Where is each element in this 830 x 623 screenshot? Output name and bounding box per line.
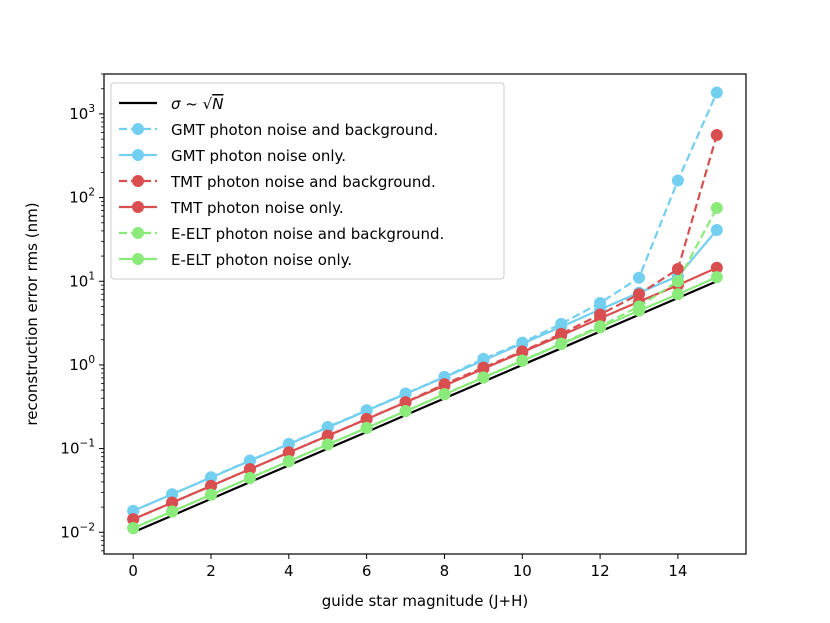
data-point	[282, 455, 295, 468]
data-point	[166, 488, 179, 501]
data-point	[360, 404, 373, 417]
legend-frame	[110, 82, 505, 280]
data-point	[555, 338, 568, 351]
data-point	[243, 454, 256, 467]
plot-frame	[103, 73, 747, 555]
series-6	[127, 271, 723, 535]
data-point	[710, 86, 723, 99]
data-point	[127, 504, 140, 517]
series-line	[132, 280, 718, 534]
x-tick-label: 2	[206, 562, 216, 580]
data-point	[321, 438, 334, 451]
legend-label: E-ELT photon noise only.	[171, 251, 352, 269]
legend-marker	[132, 123, 144, 135]
data-point	[399, 396, 412, 409]
legend-marker	[132, 227, 144, 239]
legend-entry-1: GMT photon noise and background.	[119, 121, 438, 139]
data-point	[166, 496, 179, 509]
data-point	[399, 405, 412, 418]
data-point	[360, 421, 373, 434]
x-tick-label: 10	[513, 562, 532, 580]
legend-label: TMT photon noise and background.	[170, 173, 436, 191]
y-tick-label: 10−2	[60, 521, 95, 541]
data-point	[205, 488, 217, 501]
series-0	[132, 280, 718, 534]
legend-entry-0: σ ~ √N	[119, 95, 223, 113]
data-point	[710, 128, 723, 141]
legend: σ ~ √N GMT photon noise and background. GM…	[110, 82, 505, 280]
legend-marker	[132, 149, 144, 161]
y-axis-label: reconstruction error rms (nm)	[23, 202, 41, 425]
y-tick-label: 102	[69, 187, 95, 207]
data-point	[710, 223, 723, 236]
x-tick-label: 6	[362, 562, 372, 580]
data-point	[710, 202, 723, 215]
data-point	[671, 288, 684, 301]
legend-marker	[132, 175, 144, 187]
data-point	[671, 174, 684, 187]
data-point	[438, 379, 451, 392]
data-point	[438, 388, 451, 401]
data-point	[360, 413, 373, 426]
y-tick-label: 101	[69, 270, 95, 290]
data-point	[127, 513, 140, 526]
legend-label: GMT photon noise only.	[171, 147, 346, 165]
data-point	[633, 304, 645, 317]
legend-label: TMT photon noise only.	[170, 199, 344, 217]
legend-marker	[132, 201, 144, 213]
legend-label: GMT photon noise and background.	[171, 121, 438, 139]
series-line	[132, 229, 718, 512]
legend-entry-2: GMT photon noise only.	[119, 147, 346, 165]
legend-entry-3: TMT photon noise and background.	[119, 173, 436, 191]
data-point	[166, 505, 179, 518]
data-point	[321, 429, 334, 442]
legend-label: E-ELT photon noise and background.	[171, 225, 444, 243]
series-layer	[127, 86, 723, 535]
series-4	[127, 261, 723, 526]
data-point	[243, 472, 256, 485]
legend-label: σ ~ √N	[171, 95, 223, 113]
data-point	[282, 438, 295, 451]
x-tick-label: 8	[440, 562, 450, 580]
axes-layer: 0 2 4 6 8 10 12 14 10−2 10−1 100 101 102 103	[60, 73, 687, 580]
data-point	[594, 321, 607, 334]
series-line	[132, 266, 718, 521]
legend-entry-4: TMT photon noise only.	[119, 199, 344, 217]
legend-entry-5: E-ELT photon noise and background.	[119, 225, 444, 243]
legend-marker	[132, 253, 144, 265]
data-point	[127, 522, 140, 535]
data-point	[205, 479, 217, 492]
data-point	[710, 261, 723, 274]
y-tick-label: 10−1	[60, 438, 95, 458]
data-point	[671, 263, 684, 276]
y-tick-label: 100	[69, 354, 95, 374]
x-tick-label: 12	[591, 562, 610, 580]
data-point	[671, 275, 684, 288]
data-point	[282, 446, 295, 459]
x-tick-label: 14	[668, 562, 687, 580]
series-line	[132, 276, 718, 530]
data-point	[710, 271, 723, 284]
data-point	[516, 354, 529, 367]
data-point	[205, 471, 217, 484]
x-tick-label: 4	[284, 562, 294, 580]
data-point	[516, 346, 529, 359]
data-point	[477, 371, 490, 384]
legend-entry-6: E-ELT photon noise only.	[119, 251, 352, 269]
y-tick-label: 103	[69, 103, 95, 123]
data-point	[477, 362, 490, 375]
data-point	[399, 387, 412, 400]
data-point	[633, 271, 645, 284]
x-tick-label: 0	[128, 562, 138, 580]
x-axis-label: guide star magnitude (J+H)	[322, 592, 528, 610]
data-point	[243, 463, 256, 476]
